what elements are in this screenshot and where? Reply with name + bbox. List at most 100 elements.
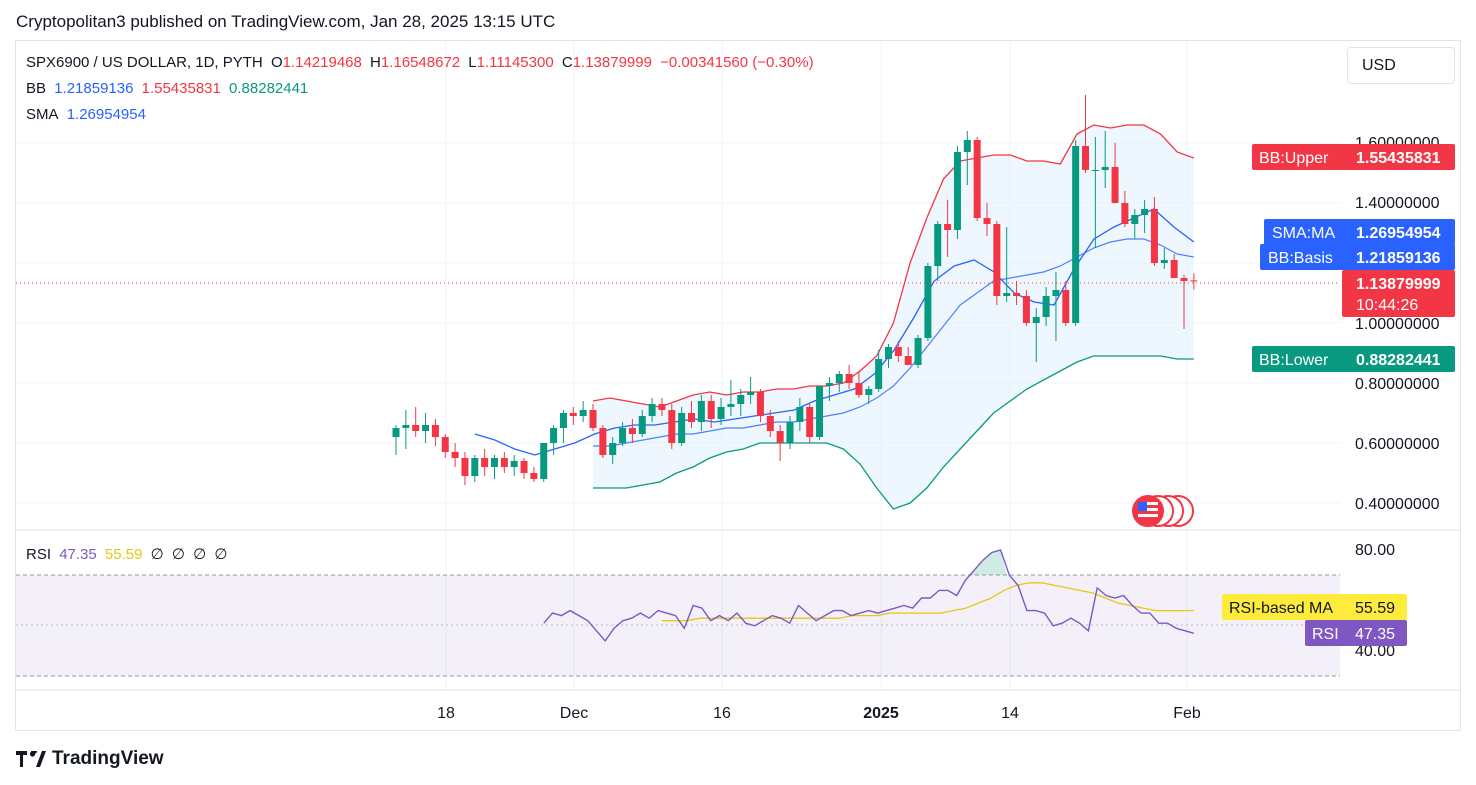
candle-body <box>1141 209 1149 215</box>
price-badge-countdown: 10:44:26 <box>1356 297 1418 314</box>
candle-body <box>1072 146 1080 323</box>
candle-body <box>944 224 952 230</box>
candle-body <box>559 413 567 428</box>
candle-body <box>796 407 804 422</box>
candle-body <box>402 425 410 428</box>
price-axis[interactable]: 1.60000000 1.40000000 1.00000000 0.80000… <box>1355 135 1440 513</box>
tradingview-logo-text: TradingView <box>52 748 164 769</box>
candle-body <box>983 218 991 224</box>
bb-lower-badge: BB:Lower 0.88282441 <box>1252 346 1455 372</box>
candle-body <box>1111 167 1119 203</box>
bb-lower-value: 0.88282441 <box>229 80 309 97</box>
candle-body <box>658 404 666 410</box>
bb-basis-value: 1.21859136 <box>54 80 134 97</box>
candle-body <box>934 224 942 266</box>
candle-body <box>678 413 686 443</box>
rsi-badge: RSI 47.35 <box>1305 620 1407 646</box>
candle-body <box>1190 280 1198 282</box>
candle-body <box>756 392 764 416</box>
candle-body <box>540 443 548 479</box>
tradingview-logo-icon <box>16 751 46 767</box>
candle-body <box>451 452 459 458</box>
candle-body <box>924 266 932 338</box>
legend-sma[interactable]: SMA 1.26954954 <box>26 106 150 123</box>
candle-body <box>973 140 981 218</box>
time-tick: 14 <box>1001 705 1019 722</box>
empty-value: ∅ <box>193 546 207 563</box>
candle-body <box>1003 293 1011 296</box>
rsi-ma-badge-label: RSI-based MA <box>1229 600 1333 617</box>
candles <box>392 95 1198 485</box>
candle-body <box>530 473 538 479</box>
candle-body <box>481 458 489 467</box>
candle-body <box>1082 146 1089 170</box>
candle-body <box>727 404 735 407</box>
candle-body <box>422 425 430 431</box>
candle-body <box>471 458 479 476</box>
candle-body <box>953 152 961 230</box>
candle-body <box>816 386 824 437</box>
candle-body <box>500 458 508 467</box>
legend-bb[interactable]: BB 1.21859136 1.55435831 0.88282441 <box>26 80 312 97</box>
sma-value: 1.26954954 <box>66 106 146 123</box>
candle-body <box>461 458 469 476</box>
candle-body <box>1170 260 1178 278</box>
bb-basis-badge-value: 1.21859136 <box>1356 250 1441 267</box>
candle-body <box>855 383 863 395</box>
candle-body <box>1131 215 1139 224</box>
candle-body <box>1022 296 1030 323</box>
time-axis[interactable]: 18 Dec 16 2025 14 Feb <box>437 705 1201 722</box>
candle-body <box>875 359 883 389</box>
candle-body <box>1101 167 1109 170</box>
rsi-axis[interactable]: 80.00 40.00 <box>1355 542 1395 660</box>
rsi-label: RSI <box>26 546 52 563</box>
price-tick: 1.00000000 <box>1355 316 1440 333</box>
candle-body <box>766 416 774 431</box>
chart-frame <box>15 40 1461 731</box>
candle-body <box>717 407 725 419</box>
rsi-value: 47.35 <box>59 546 97 563</box>
candle-body <box>550 428 558 443</box>
candle-body <box>619 428 627 443</box>
close-value: 1.13879999 <box>572 54 652 71</box>
candle-body <box>914 338 922 365</box>
candle-body <box>441 437 449 452</box>
candle-body <box>776 431 784 443</box>
tradingview-logo[interactable]: TradingView <box>16 748 164 770</box>
rsi-ma-line <box>662 582 1194 622</box>
rsi-tick: 40.00 <box>1355 643 1395 660</box>
candle-body <box>865 389 873 395</box>
bollinger-basis-line <box>593 238 1194 447</box>
bb-upper-badge: BB:Upper 1.55435831 <box>1252 144 1455 170</box>
change-value: −0.00341560 (−0.30%) <box>660 54 814 71</box>
candle-body <box>1150 209 1158 263</box>
candle-body <box>431 425 439 437</box>
price-badge: 1.13879999 10:44:26 <box>1342 270 1455 317</box>
candle-body <box>845 374 853 383</box>
candle-body <box>628 428 636 434</box>
bollinger-lower-line <box>593 355 1194 510</box>
candle-body <box>786 422 794 443</box>
candle-body <box>825 383 833 386</box>
rsi-ma-badge: RSI-based MA 55.59 <box>1222 594 1407 620</box>
bb-lower-badge-value: 0.88282441 <box>1356 352 1441 369</box>
currency-button[interactable]: USD <box>1347 47 1455 84</box>
symbol-title[interactable]: SPX6900 / US DOLLAR, 1D, PYTH <box>26 54 263 71</box>
candle-body <box>510 461 518 467</box>
legend-rsi[interactable]: RSI 47.35 55.59 ∅ ∅ ∅ ∅ <box>26 545 231 563</box>
candle-body <box>1180 278 1188 281</box>
candle-body <box>1121 203 1129 224</box>
bollinger-upper-line <box>592 124 1195 408</box>
bb-upper-value: 1.55435831 <box>141 80 221 97</box>
candle-body <box>747 392 755 395</box>
candle-body <box>392 428 400 437</box>
candle-body <box>1052 290 1060 296</box>
rsi-tick: 80.00 <box>1355 542 1395 559</box>
us-events-icon[interactable] <box>1132 495 1194 527</box>
time-tick: 16 <box>713 705 731 722</box>
bb-label: BB <box>26 80 47 97</box>
candle-body <box>688 413 695 422</box>
candle-body <box>1042 296 1050 317</box>
candle-body <box>599 428 607 455</box>
